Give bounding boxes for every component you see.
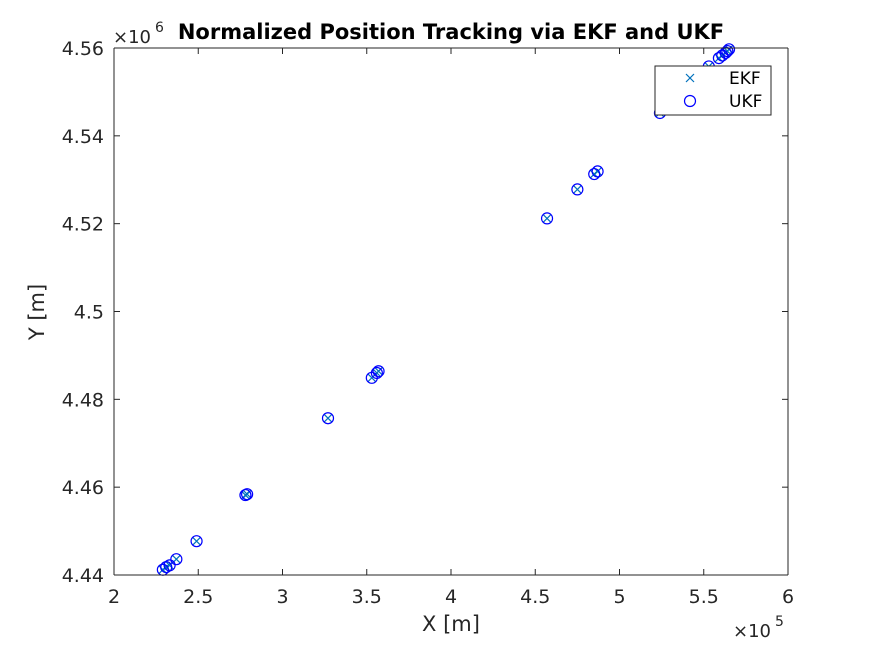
y-tick-label: 4.54 bbox=[62, 126, 104, 148]
legend-box bbox=[654, 65, 772, 116]
legend-ekf-marker bbox=[685, 73, 695, 83]
x-tick-label: 2 bbox=[108, 586, 120, 608]
legend-ekf-label: EKF bbox=[729, 69, 761, 89]
x-tick-label: 4.5 bbox=[520, 586, 550, 608]
x-tick-label: 3.5 bbox=[352, 586, 382, 608]
plot-area bbox=[114, 48, 788, 575]
ukf-point bbox=[719, 46, 732, 59]
ukf-point bbox=[372, 365, 385, 378]
x-tick-label: 2.5 bbox=[183, 586, 213, 608]
series-ukf bbox=[156, 43, 736, 576]
y-axis-multiplier: ×10 6 bbox=[113, 20, 164, 48]
ekf-point bbox=[542, 213, 552, 223]
ukf-point bbox=[588, 167, 601, 181]
ukf-point bbox=[241, 488, 254, 501]
ekf-point bbox=[572, 184, 582, 194]
ukf-point bbox=[190, 535, 203, 548]
ukf-point bbox=[540, 212, 554, 225]
x-multiplier-exponent: 5 bbox=[775, 614, 784, 630]
x-tick-label: 5.5 bbox=[689, 586, 719, 608]
x-tick-label: 3 bbox=[276, 586, 288, 608]
ukf-point bbox=[571, 183, 584, 196]
ukf-point bbox=[321, 412, 335, 425]
legend-ukf-label: UKF bbox=[729, 92, 762, 112]
ukf-point bbox=[721, 44, 734, 58]
x-tick-label: 4 bbox=[445, 586, 457, 608]
x-axis-label: X [m] bbox=[422, 612, 480, 636]
x-multiplier-base: ×10 bbox=[733, 621, 771, 642]
y-tick-label: 4.46 bbox=[62, 477, 104, 499]
ukf-point bbox=[722, 43, 736, 56]
y-axis-label: Y [m] bbox=[25, 284, 49, 341]
y-tick-label: 4.56 bbox=[62, 38, 104, 60]
ukf-point bbox=[163, 559, 176, 572]
legend-ukf-marker bbox=[683, 94, 697, 108]
y-tick-label: 4.48 bbox=[62, 389, 104, 411]
ukf-point bbox=[370, 366, 383, 380]
x-tick-label: 6 bbox=[782, 586, 794, 608]
y-tick-label: 4.5 bbox=[74, 302, 104, 324]
x-tick-label: 5 bbox=[613, 586, 625, 608]
y-tick-label: 4.44 bbox=[62, 565, 104, 587]
ukf-point bbox=[170, 553, 183, 566]
legend: EKF UKF bbox=[654, 65, 772, 116]
axes: 2 2.5 3 3.5 4 4.5 5 5.5 6 4.44 4.46 4.48 4.5 4.52 4.54… bbox=[62, 38, 794, 608]
y-multiplier-base: ×10 bbox=[113, 27, 151, 48]
data-marks bbox=[156, 43, 736, 576]
ukf-point bbox=[591, 165, 604, 178]
ekf-point bbox=[323, 413, 333, 423]
ekf-point bbox=[192, 536, 201, 546]
chart-title: Normalized Position Tracking via EKF and… bbox=[178, 20, 724, 44]
y-multiplier-exponent: 6 bbox=[155, 20, 164, 36]
x-axis-multiplier: ×10 5 bbox=[733, 614, 784, 642]
y-tick-label: 4.52 bbox=[62, 214, 104, 236]
